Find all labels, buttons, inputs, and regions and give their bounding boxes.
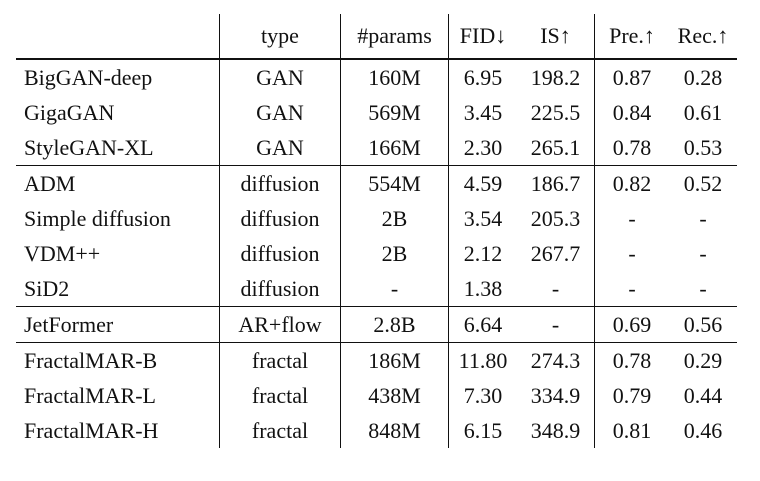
results-table: type #params FID↓ IS↑ Pre.↑ Rec.↑ BigGAN… [16,14,737,448]
cell-rec: - [699,240,707,266]
cell-is: 198.2 [517,59,595,95]
cell-type: fractal [219,413,341,448]
cell-pre: - [628,240,636,266]
cell-name: GigaGAN [16,95,220,130]
cell-params: 2B [340,201,449,236]
cell-pre: 0.84 [612,99,652,125]
cell-pre: - [628,205,636,231]
cell-is: 334.9 [517,378,595,413]
cell-fid: 6.64 [448,306,517,343]
cell-pre: 0.79 [612,382,652,408]
cell-name: BigGAN-deep [16,59,220,95]
cell-pre: - [594,271,669,307]
cell-is: - [517,306,595,343]
cell-name: Simple diffusion [16,201,220,236]
table-row: JetFormer AR+flow 2.8B 6.64-0.69 0.56 [16,306,737,343]
cell-rec: 0.28 [683,64,723,90]
col-header-fid: FID↓ [448,14,517,60]
cell-params: 569M [340,95,449,130]
cell-name: JetFormer [16,306,220,343]
cell-type: GAN [219,130,341,166]
cell-rec: - [699,205,707,231]
cell-name: FractalMAR-B [16,342,220,378]
cell-type: diffusion [219,271,341,307]
cell-is: 274.3 [517,342,595,378]
cell-pre: 0.87 [612,64,652,90]
cell-type: fractal [219,378,341,413]
cell-fid: 6.95 [463,64,503,90]
cell-fid: 3.54 [463,205,503,231]
cell-params: 554M [340,165,449,201]
table-row: FractalMAR-H fractal 848M 6.15 348.9 0.81 0.46 [16,413,737,448]
cell-fid: 3.45 [463,99,503,125]
cell-rec: 0.29 [683,347,723,373]
cell-pre: 0.81 [612,417,652,443]
cell-type: fractal [219,342,341,378]
cell-fid: 1.38 [448,271,517,307]
table-row: Simple diffusion diffusion 2B 3.54 205.3 - - [16,201,737,236]
col-header-is: IS↑ [517,14,595,60]
table-body: BigGAN-deep GAN 160M 6.95 198.2 0.87 0.28 GigaG… [16,59,737,448]
cell-rec: 0.44 [683,382,723,408]
cell-is: 205.3 [517,201,595,236]
cell-params: 438M [340,378,449,413]
cell-type: AR+flow [219,306,341,343]
cell-type: diffusion [219,165,341,201]
cell-rec: 0.56 [669,306,737,343]
cell-is: - [517,271,595,307]
cell-params: 160M [340,59,449,95]
cell-fid: 4.59 [463,170,503,196]
col-header-pre: Pre.↑ [594,14,669,60]
cell-fid: 11.80 [458,347,508,373]
cell-params: 166M [340,130,449,166]
col-header-type: type [219,14,341,60]
cell-params: - [340,271,449,307]
cell-is: 225.5 [517,95,595,130]
cell-params: 2B [340,236,449,271]
cell-rec: 0.61 [683,99,723,125]
cell-type: diffusion [219,201,341,236]
table-row: SiD2 diffusion -1.38- - - [16,271,737,307]
cell-params: 186M [340,342,449,378]
cell-type: GAN [219,59,341,95]
cell-is: 186.7 [517,165,595,201]
cell-type: diffusion [219,236,341,271]
cell-rec: 0.52 [683,170,723,196]
cell-pre: 0.82 [612,170,652,196]
cell-name: VDM++ [16,236,220,271]
col-header-method [16,14,220,60]
cell-rec: - [669,271,737,307]
col-header-params: #params [340,14,449,60]
cell-fid: 2.30 [448,130,517,166]
cell-is: 267.7 [517,236,595,271]
table-row: FractalMAR-L fractal 438M 7.30 334.9 0.79 0.44 [16,378,737,413]
cell-fid: 7.30 [463,382,503,408]
table-row: ADM diffusion 554M 4.59 186.7 0.82 0.52 [16,165,737,201]
table-row: StyleGAN-XL GAN 166M 2.30 265.1 0.78 0.53 [16,130,737,166]
cell-name: StyleGAN-XL [16,130,220,166]
cell-params: 2.8B [340,306,449,343]
table-row: VDM++ diffusion 2B 2.12 267.7 - - [16,236,737,271]
cell-pre: 0.78 [612,347,652,373]
cell-fid: 6.15 [463,417,503,443]
table-row: BigGAN-deep GAN 160M 6.95 198.2 0.87 0.28 [16,59,737,95]
cell-name: SiD2 [16,271,220,307]
cell-fid: 2.12 [463,240,503,266]
cell-rec: 0.53 [669,130,737,166]
cell-pre: 0.69 [594,306,669,343]
cell-name: ADM [16,165,220,201]
col-header-rec: Rec.↑ [669,14,737,60]
header-row: type #params FID↓ IS↑ Pre.↑ Rec.↑ [16,14,737,60]
table-row: FractalMAR-B fractal 186M 11.80 274.3 0.78 0.2… [16,342,737,378]
cell-params: 848M [340,413,449,448]
table-row: GigaGAN GAN 569M 3.45 225.5 0.84 0.61 [16,95,737,130]
cell-rec: 0.46 [683,417,723,443]
cell-name: FractalMAR-H [16,413,220,448]
cell-pre: 0.78 [594,130,669,166]
cell-is: 348.9 [517,413,595,448]
cell-is: 265.1 [517,130,595,166]
cell-type: GAN [219,95,341,130]
cell-name: FractalMAR-L [16,378,220,413]
